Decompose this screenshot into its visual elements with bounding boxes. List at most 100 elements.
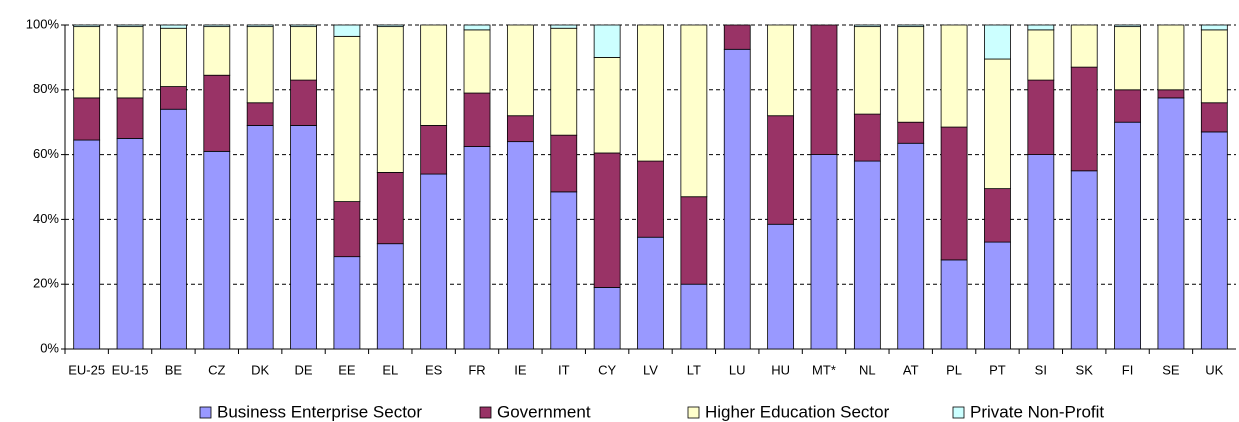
bar-segment bbox=[680, 283, 708, 350]
bar-segment bbox=[506, 24, 534, 117]
bar-segment bbox=[290, 79, 317, 126]
bar-segment bbox=[723, 24, 751, 50]
bar-segment bbox=[767, 115, 795, 225]
bar-segment bbox=[897, 142, 925, 350]
bar-segment bbox=[290, 24, 317, 28]
legend-swatch bbox=[952, 406, 965, 419]
bar-segment bbox=[333, 24, 361, 37]
bar-segment bbox=[593, 287, 621, 350]
x-tick-label: PL bbox=[946, 362, 962, 377]
bar-segment bbox=[940, 126, 968, 261]
bar-segment bbox=[680, 196, 708, 285]
bar-segment bbox=[550, 134, 578, 193]
x-tick-label: FR bbox=[468, 362, 485, 377]
bar-segment bbox=[940, 24, 968, 128]
x-tick-label: EL bbox=[382, 362, 398, 377]
bar-segment bbox=[897, 26, 925, 123]
bar-segment bbox=[550, 191, 578, 350]
x-tick-label: ES bbox=[425, 362, 443, 377]
bar-segment bbox=[593, 24, 621, 58]
bar-segment bbox=[203, 150, 231, 350]
bar-segment bbox=[940, 259, 968, 350]
x-tick-label: HU bbox=[771, 362, 790, 377]
bar-segment bbox=[246, 102, 274, 126]
bar-segment bbox=[1070, 170, 1098, 350]
x-tick-label: LT bbox=[687, 362, 701, 377]
bar-segment bbox=[984, 188, 1011, 243]
bar-segment bbox=[984, 24, 1011, 60]
bar-segment bbox=[203, 74, 231, 152]
x-tick-label: IT bbox=[558, 362, 570, 377]
y-tick-label: 80% bbox=[33, 81, 59, 96]
bar-segment bbox=[1114, 121, 1141, 350]
bar-segment bbox=[333, 201, 361, 258]
y-tick-label: 40% bbox=[33, 211, 59, 226]
bar-segment bbox=[1114, 89, 1141, 123]
x-tick-label: EU-25 bbox=[68, 362, 105, 377]
legend-label: Higher Education Sector bbox=[705, 402, 890, 421]
legend-label: Business Enterprise Sector bbox=[217, 402, 422, 421]
bar-segment bbox=[1200, 102, 1228, 133]
y-tick-label: 20% bbox=[33, 276, 59, 291]
bar-segment bbox=[376, 243, 404, 350]
bar-segment bbox=[73, 26, 101, 99]
legend-swatch bbox=[479, 406, 492, 419]
bar-segment bbox=[767, 223, 795, 350]
bar-segment bbox=[897, 24, 925, 28]
bar-segment bbox=[116, 137, 144, 350]
x-tick-label: MT* bbox=[812, 362, 836, 377]
bar-segment bbox=[550, 24, 578, 29]
y-tick-label: 100% bbox=[26, 16, 60, 31]
bar-segment bbox=[160, 24, 187, 29]
x-tick-label: PT bbox=[989, 362, 1006, 377]
bar-segment bbox=[984, 241, 1011, 350]
bar-segment bbox=[550, 27, 578, 136]
x-tick-label: UK bbox=[1205, 362, 1223, 377]
x-tick-label: NL bbox=[859, 362, 876, 377]
bar-segment bbox=[246, 24, 274, 28]
bar-segment bbox=[73, 139, 101, 350]
bar-segment bbox=[463, 29, 491, 94]
y-tick-label: 60% bbox=[33, 146, 59, 161]
bar-segment bbox=[637, 160, 664, 238]
x-tick-label: LV bbox=[643, 362, 658, 377]
legend-label: Private Non-Profit bbox=[970, 402, 1104, 421]
bar-segment bbox=[593, 57, 621, 154]
bar-segment bbox=[376, 26, 404, 173]
bar-segment bbox=[1200, 131, 1228, 350]
bar-segment bbox=[246, 125, 274, 350]
bar-segment bbox=[637, 236, 664, 350]
bar-segment bbox=[506, 141, 534, 350]
bar-segment bbox=[160, 86, 187, 110]
bar-segment bbox=[160, 108, 187, 350]
bar-segment bbox=[333, 256, 361, 350]
bar-segment bbox=[376, 172, 404, 245]
bar-segment bbox=[1070, 24, 1098, 68]
bar-segment bbox=[1157, 24, 1185, 91]
bar-segment bbox=[203, 24, 231, 28]
x-tick-label: SK bbox=[1076, 362, 1094, 377]
bar-segment bbox=[116, 24, 144, 28]
bar-segment bbox=[637, 24, 664, 162]
bar-segment bbox=[1114, 24, 1141, 28]
bar-segment bbox=[1027, 154, 1055, 350]
bar-segment bbox=[723, 48, 751, 350]
bar-segment bbox=[463, 24, 491, 31]
bar-segment bbox=[810, 24, 838, 156]
bar-segment bbox=[1070, 66, 1098, 172]
bar-segment bbox=[1200, 24, 1228, 31]
y-tick-label: 0% bbox=[40, 340, 59, 355]
bar-segment bbox=[246, 26, 274, 104]
legend-swatch bbox=[199, 406, 212, 419]
x-tick-label: CZ bbox=[208, 362, 225, 377]
x-tick-label: EU-15 bbox=[112, 362, 149, 377]
x-tick-label: SI bbox=[1035, 362, 1047, 377]
bar-segment bbox=[810, 154, 838, 350]
x-tick-label: EE bbox=[338, 362, 356, 377]
bar-segment bbox=[853, 113, 881, 162]
x-tick-label: FI bbox=[1122, 362, 1134, 377]
bar-segment bbox=[290, 26, 317, 81]
x-tick-label: DE bbox=[295, 362, 313, 377]
x-tick-label: DK bbox=[251, 362, 269, 377]
bar-segment bbox=[767, 24, 795, 117]
